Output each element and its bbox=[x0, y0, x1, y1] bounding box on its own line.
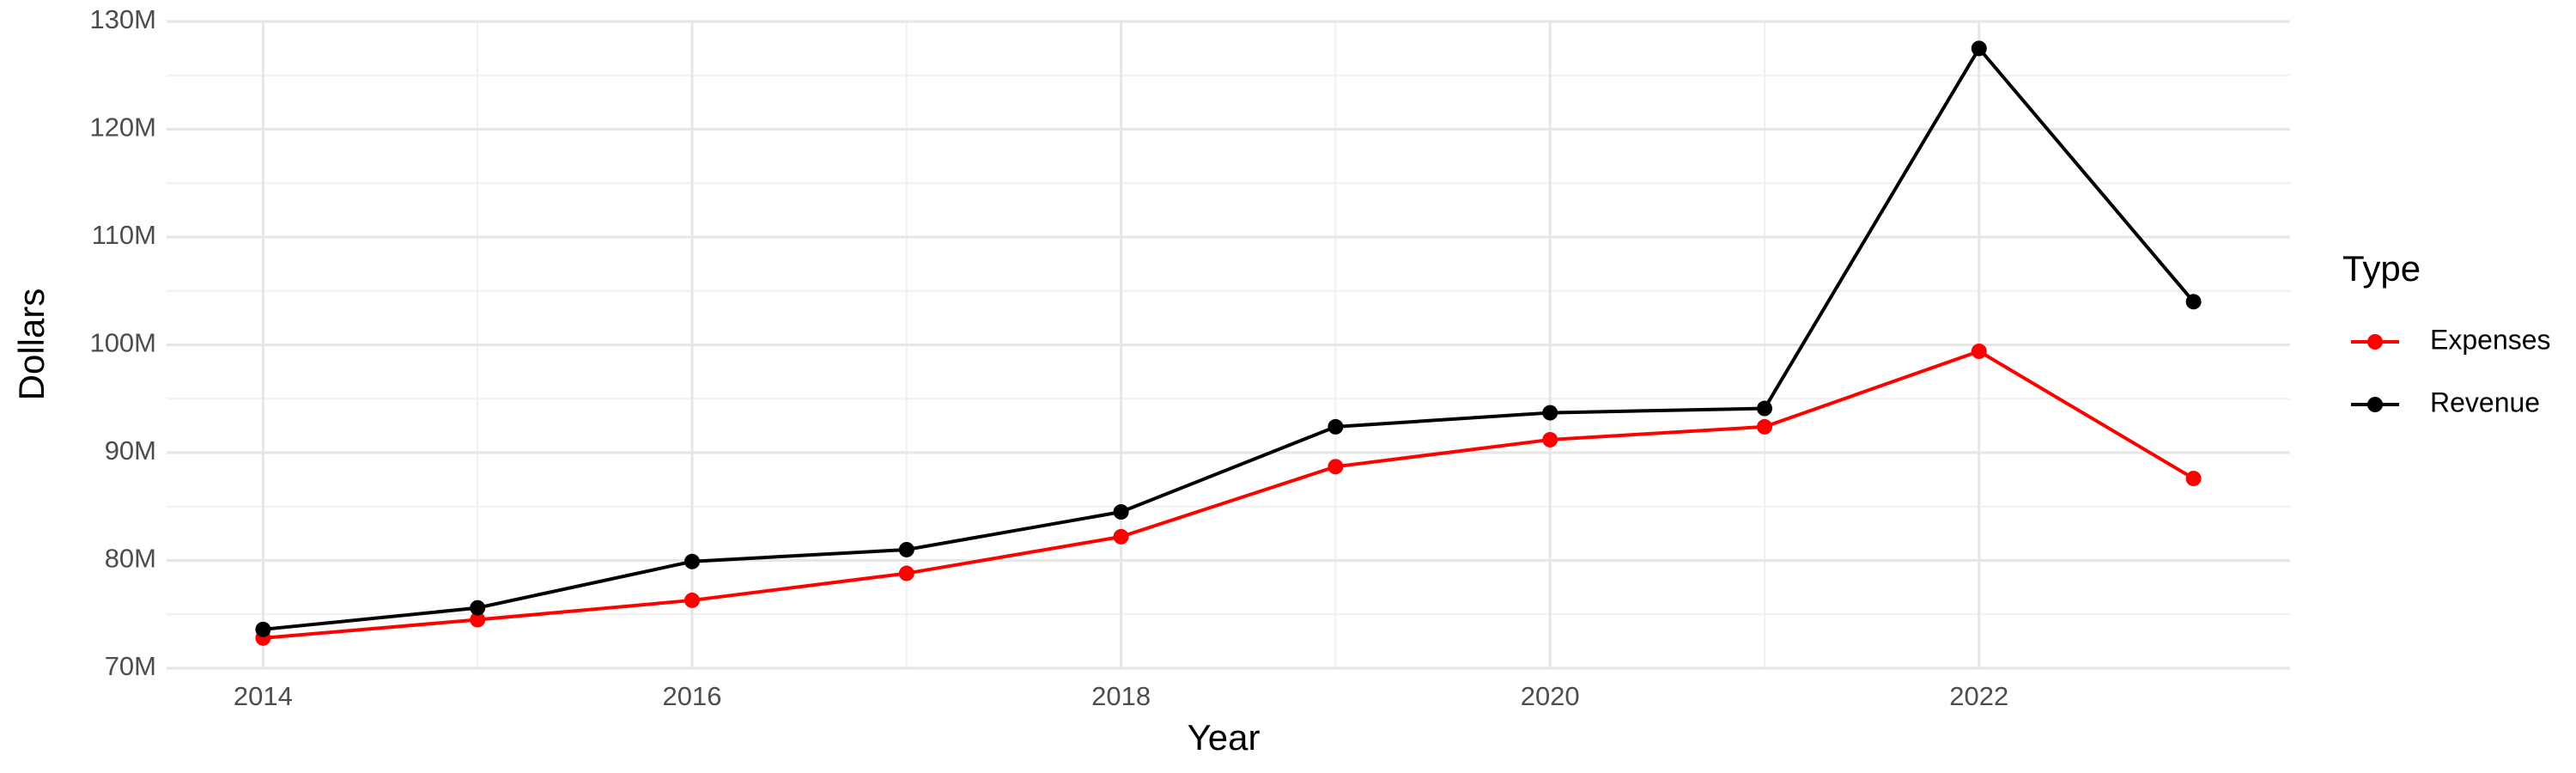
data-point bbox=[1113, 528, 1129, 545]
data-point bbox=[1327, 459, 1344, 475]
series-line bbox=[263, 46, 2196, 631]
data-point bbox=[1327, 418, 1344, 435]
data-point bbox=[1971, 344, 1987, 360]
x-axis-title: Year bbox=[1188, 717, 1261, 758]
data-point bbox=[1113, 504, 1129, 520]
legend-label: Expenses bbox=[2430, 324, 2551, 355]
data-point bbox=[1756, 400, 1772, 417]
data-point bbox=[898, 541, 914, 557]
y-tick-label: 110M bbox=[92, 220, 156, 250]
y-tick-label: 100M bbox=[89, 328, 156, 358]
x-tick-label: 2014 bbox=[234, 681, 293, 711]
x-tick-label: 2018 bbox=[1091, 681, 1151, 711]
y-tick-label: 130M bbox=[89, 4, 156, 34]
data-point bbox=[255, 621, 271, 637]
data-point bbox=[470, 612, 486, 628]
data-point bbox=[2185, 294, 2202, 310]
legend-label: Revenue bbox=[2430, 386, 2540, 417]
legend-title: Type bbox=[2342, 248, 2421, 289]
y-tick-label: 70M bbox=[105, 651, 156, 681]
data-point bbox=[2185, 471, 2202, 487]
data-point bbox=[1542, 405, 1558, 421]
data-point bbox=[684, 553, 701, 569]
x-tick-label: 2020 bbox=[1521, 681, 1580, 711]
data-point bbox=[684, 592, 701, 608]
y-tick-label: 80M bbox=[105, 544, 156, 574]
y-tick-label: 90M bbox=[105, 435, 156, 466]
legend-marker bbox=[2367, 334, 2383, 350]
data-point bbox=[1542, 431, 1558, 447]
series-line bbox=[263, 350, 2195, 640]
x-tick-label: 2016 bbox=[663, 681, 722, 711]
legend-marker bbox=[2367, 397, 2383, 412]
y-axis-title: Dollars bbox=[11, 289, 52, 401]
data-point bbox=[1971, 40, 1987, 57]
x-tick-label: 2022 bbox=[1949, 681, 2008, 711]
data-point bbox=[898, 565, 914, 581]
data-point bbox=[1756, 418, 1772, 435]
y-tick-label: 120M bbox=[89, 113, 156, 143]
data-point bbox=[470, 600, 486, 616]
